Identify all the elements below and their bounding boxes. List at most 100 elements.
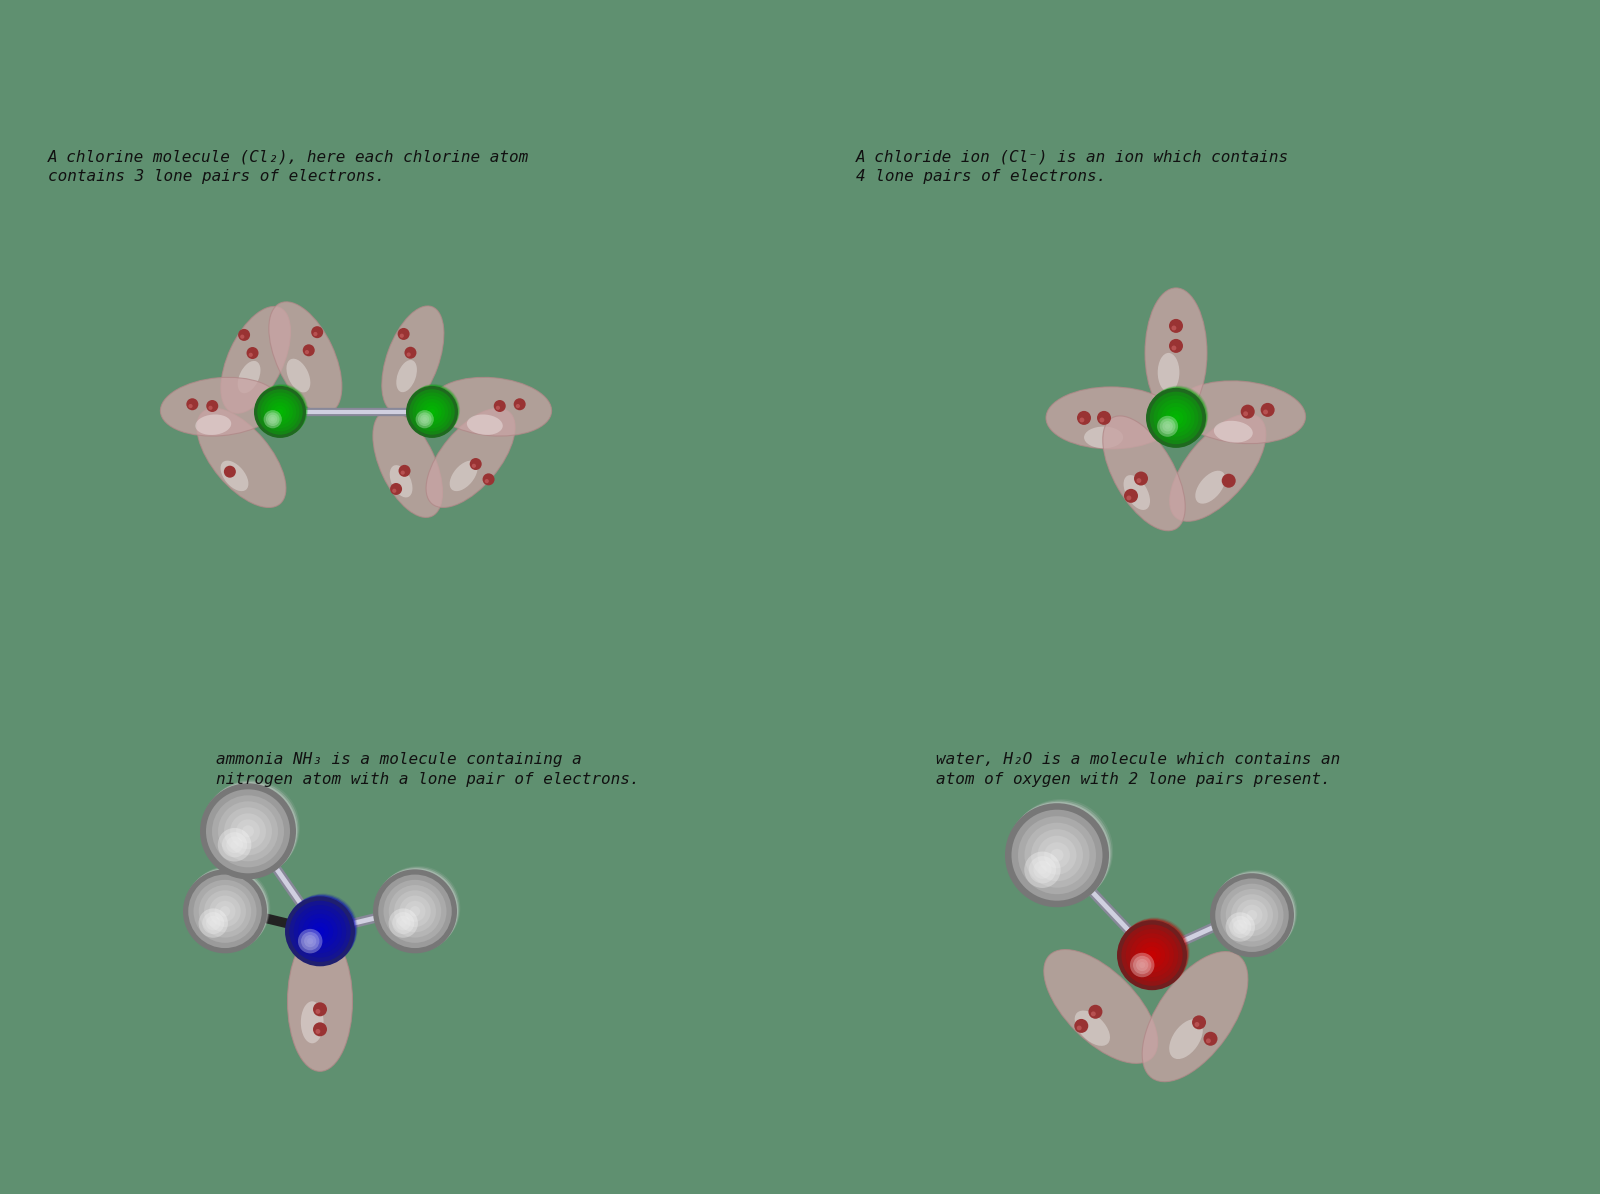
Circle shape (1221, 884, 1283, 947)
Circle shape (194, 880, 256, 943)
Circle shape (264, 410, 282, 429)
Circle shape (1080, 418, 1085, 423)
Circle shape (184, 868, 269, 952)
Circle shape (261, 393, 299, 431)
Circle shape (206, 400, 218, 412)
Circle shape (1149, 386, 1208, 445)
Circle shape (1226, 912, 1254, 942)
Circle shape (1126, 496, 1131, 500)
Circle shape (376, 866, 461, 950)
Circle shape (206, 916, 221, 930)
Circle shape (298, 929, 323, 953)
Circle shape (398, 328, 410, 340)
Circle shape (1139, 942, 1165, 968)
Circle shape (405, 900, 426, 922)
Circle shape (413, 393, 451, 431)
Circle shape (1134, 472, 1149, 486)
Circle shape (1157, 399, 1195, 437)
Circle shape (384, 880, 446, 943)
Circle shape (267, 399, 293, 425)
Circle shape (307, 918, 333, 944)
Circle shape (1170, 339, 1182, 353)
Circle shape (1154, 395, 1198, 441)
Ellipse shape (397, 361, 418, 392)
Circle shape (1133, 956, 1152, 974)
Circle shape (470, 458, 482, 470)
Circle shape (230, 841, 238, 849)
Circle shape (1136, 478, 1141, 484)
Circle shape (374, 868, 458, 952)
Circle shape (1117, 921, 1187, 990)
Circle shape (1147, 387, 1208, 447)
Circle shape (1011, 810, 1102, 900)
Circle shape (205, 891, 246, 933)
Circle shape (515, 404, 520, 408)
Circle shape (1024, 823, 1090, 887)
Circle shape (1147, 387, 1206, 447)
Circle shape (378, 874, 451, 948)
Ellipse shape (390, 466, 413, 498)
Circle shape (1126, 929, 1178, 981)
Circle shape (1118, 919, 1187, 990)
Circle shape (422, 417, 427, 421)
Circle shape (1213, 870, 1296, 955)
Ellipse shape (432, 377, 552, 436)
Circle shape (306, 350, 309, 355)
Circle shape (254, 386, 306, 438)
Circle shape (406, 352, 411, 357)
Circle shape (1122, 924, 1182, 986)
Circle shape (408, 383, 461, 436)
Circle shape (256, 384, 307, 437)
Circle shape (219, 906, 230, 917)
Circle shape (214, 900, 235, 922)
Circle shape (1134, 937, 1170, 973)
Circle shape (203, 780, 299, 875)
Circle shape (240, 334, 245, 339)
Circle shape (186, 866, 270, 950)
Ellipse shape (195, 414, 232, 435)
Circle shape (1229, 916, 1251, 938)
Circle shape (410, 906, 421, 917)
Circle shape (405, 346, 416, 358)
Circle shape (376, 867, 459, 952)
Circle shape (1018, 817, 1096, 894)
Ellipse shape (1142, 952, 1248, 1082)
Circle shape (1037, 836, 1077, 875)
Circle shape (210, 896, 240, 927)
Circle shape (302, 344, 315, 356)
Circle shape (208, 406, 213, 410)
Circle shape (1010, 799, 1114, 903)
Circle shape (1165, 424, 1170, 429)
Circle shape (1162, 421, 1173, 431)
Circle shape (1206, 1039, 1211, 1044)
Circle shape (400, 333, 403, 338)
Circle shape (1136, 959, 1149, 971)
Circle shape (398, 464, 411, 476)
Ellipse shape (373, 411, 443, 517)
Circle shape (302, 913, 338, 949)
Circle shape (307, 938, 314, 944)
Circle shape (1077, 411, 1091, 425)
Circle shape (1171, 345, 1176, 351)
Circle shape (186, 399, 198, 411)
Circle shape (1130, 953, 1155, 977)
Ellipse shape (382, 306, 443, 413)
Circle shape (269, 414, 277, 424)
Circle shape (286, 894, 357, 965)
Circle shape (514, 399, 526, 411)
Text: water, H₂O is a molecule which contains an
atom of oxygen with 2 lone pairs pres: water, H₂O is a molecule which contains … (936, 752, 1341, 787)
Circle shape (189, 404, 192, 408)
Circle shape (1043, 842, 1070, 868)
Circle shape (1171, 326, 1176, 331)
Circle shape (1234, 919, 1248, 935)
Ellipse shape (1102, 416, 1186, 531)
Circle shape (314, 332, 317, 336)
Ellipse shape (1085, 426, 1123, 448)
Ellipse shape (288, 931, 352, 1071)
Circle shape (1240, 405, 1254, 419)
Circle shape (222, 832, 246, 857)
Circle shape (1216, 879, 1288, 952)
Circle shape (1222, 474, 1235, 487)
Circle shape (1237, 923, 1243, 930)
Circle shape (202, 912, 224, 934)
